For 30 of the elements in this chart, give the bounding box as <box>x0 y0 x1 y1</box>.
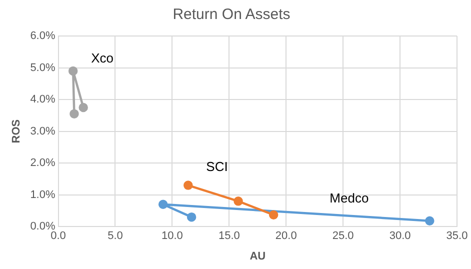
point <box>186 212 196 222</box>
y-tick-label: 3.0% <box>30 125 56 138</box>
point <box>158 200 168 209</box>
x-tick-label: 5.0 <box>108 230 123 242</box>
series-label: Medco <box>330 190 369 206</box>
x-tick-label: 10.0 <box>161 230 183 242</box>
x-tick-label: 25.0 <box>332 230 354 242</box>
series-label: SCI <box>206 158 228 174</box>
point <box>234 196 243 206</box>
y-tick-label: 2.0% <box>30 157 56 170</box>
series-label: Xco <box>91 50 114 66</box>
y-tick-label: 1.0% <box>30 188 56 201</box>
y-tick-label: 6.0% <box>30 30 56 42</box>
x-tick-label: 20.0 <box>275 230 297 242</box>
point <box>78 102 88 112</box>
y-tick-label: 4.0% <box>30 94 56 106</box>
x-axis-title: AU <box>250 250 266 262</box>
point <box>268 210 278 220</box>
point <box>184 180 193 190</box>
y-tick-label: 5.0% <box>30 62 56 74</box>
y-axis-title: ROS <box>10 119 23 144</box>
x-tick-label: 0.0 <box>50 230 66 242</box>
x-tick-label: 35.0 <box>446 230 468 242</box>
x-tick-label: 30.0 <box>389 230 411 242</box>
chart-title: Return On Assets <box>172 6 290 24</box>
y-tick-label: 0.0% <box>30 220 56 233</box>
point <box>68 66 78 76</box>
x-tick-label: 15.0 <box>218 230 240 242</box>
point <box>70 109 79 118</box>
point <box>425 216 434 226</box>
